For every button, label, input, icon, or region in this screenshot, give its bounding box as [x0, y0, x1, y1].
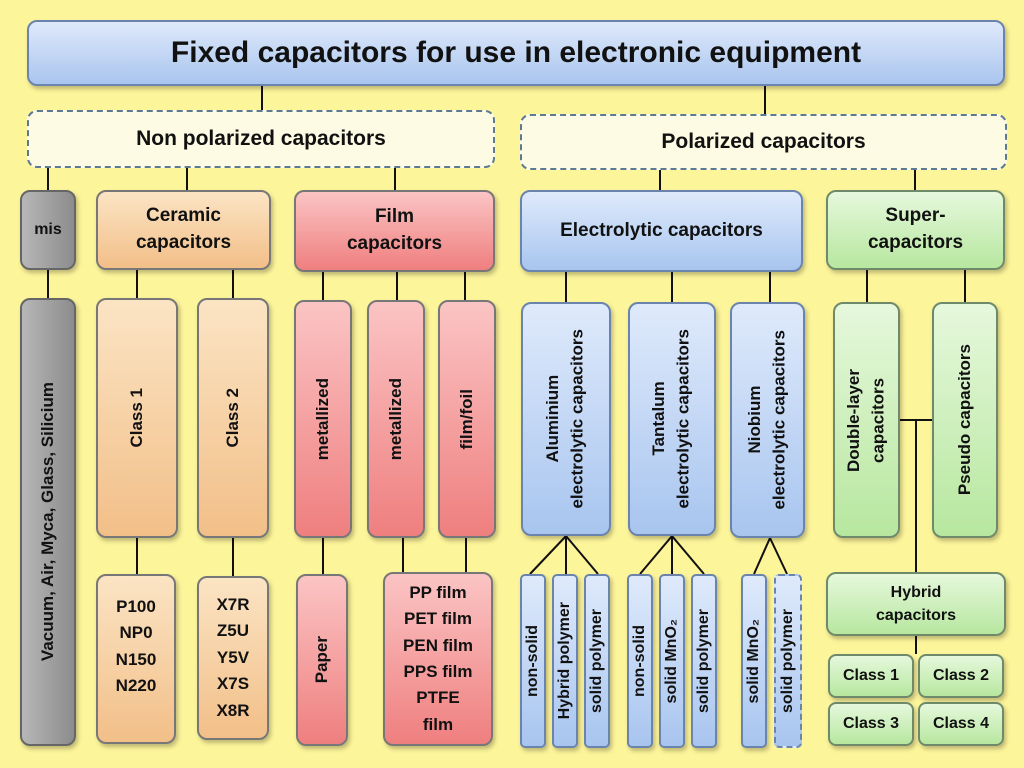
- class2-types-box: X7R Z5U Y5V X7S X8R: [197, 576, 269, 740]
- nb-solid-mno2-box: solid MnO₂: [741, 574, 767, 748]
- double-layer-capacitors-box: Double-layer capacitors: [833, 302, 900, 538]
- hybrid-class1-box: Class 1: [828, 654, 914, 698]
- film-metallized-label-1: metallized: [312, 377, 332, 461]
- ceramic-class2-label: Class 2: [222, 388, 242, 448]
- ceramic-class1-label: Class 1: [126, 388, 146, 448]
- nb-solid-polymer-box: solid polymer: [774, 574, 802, 748]
- aluminium-electrolytic-label: Aluminium electrolytic capacitors: [543, 329, 587, 509]
- aluminium-electrolytic-box: Aluminium electrolytic capacitors: [521, 302, 611, 536]
- ta-nonsolid-box: non-solid: [627, 574, 653, 748]
- ta-solid-polymer-box: solid polymer: [691, 574, 717, 748]
- niobium-electrolytic-label: Niobium electrolytic capacitors: [744, 330, 789, 510]
- misc-materials-box: Vacuum, Air, Myca, Glass, Silicium: [20, 298, 76, 746]
- non-polarized-category: Non polarized capacitors: [27, 110, 495, 168]
- polarized-category: Polarized capacitors: [520, 114, 1007, 170]
- niobium-electrolytic-box: Niobium electrolytic capacitors: [730, 302, 805, 538]
- ta-solid-mno2-box: solid MnO₂: [659, 574, 685, 748]
- film-capacitors-box: Film capacitors: [294, 190, 495, 272]
- nb-solid-mno2-label: solid MnO₂: [745, 618, 763, 704]
- tantalum-electrolytic-label: Tantalum electrolytic capacitors: [649, 329, 693, 509]
- supercapacitors-box: Super- capacitors: [826, 190, 1005, 270]
- al-nonsolid-label: non-solid: [524, 625, 542, 697]
- paper-label: Paper: [311, 636, 331, 684]
- al-solid-polymer-label: solid polymer: [588, 608, 606, 714]
- page-title: Fixed capacitors for use in electronic e…: [27, 20, 1005, 86]
- ta-solid-mno2-label: solid MnO₂: [663, 618, 681, 704]
- pseudo-capacitors-label: Pseudo capacitors: [954, 344, 974, 496]
- double-layer-capacitors-label: Double-layer capacitors: [843, 368, 888, 472]
- film-foil-label: film/foil: [456, 388, 476, 450]
- pseudo-capacitors-box: Pseudo capacitors: [932, 302, 998, 538]
- al-nonsolid-box: non-solid: [520, 574, 546, 748]
- ta-solid-polymer-label: solid polymer: [695, 608, 713, 714]
- film-metallized-label-2: metallized: [385, 377, 405, 461]
- ceramic-class1-box: Class 1: [96, 298, 178, 538]
- ceramic-capacitors-box: Ceramic capacitors: [96, 190, 271, 270]
- electrolytic-capacitors-box: Electrolytic capacitors: [520, 190, 803, 272]
- film-foil-box: film/foil: [438, 300, 496, 538]
- tantalum-electrolytic-box: Tantalum electrolytic capacitors: [628, 302, 716, 536]
- misc-materials-label: Vacuum, Air, Myca, Glass, Silicium: [37, 382, 57, 662]
- mis-box: mis: [20, 190, 76, 270]
- hybrid-class2-box: Class 2: [918, 654, 1004, 698]
- hybrid-capacitors-box: Hybrid capacitors: [826, 572, 1006, 636]
- ta-nonsolid-label: non-solid: [631, 625, 649, 697]
- al-solid-polymer-box: solid polymer: [584, 574, 610, 748]
- film-metallized-box-1: metallized: [294, 300, 352, 538]
- hybrid-class4-box: Class 4: [918, 702, 1004, 746]
- film-types-box: PP film PET film PEN film PPS film PTFE …: [383, 572, 493, 746]
- film-metallized-box-2: metallized: [367, 300, 425, 538]
- paper-box: Paper: [296, 574, 348, 746]
- al-hybrid-polymer-box: Hybrid polymer: [552, 574, 578, 748]
- nb-solid-polymer-label: solid polymer: [779, 608, 797, 714]
- class1-types-box: P100 NP0 N150 N220: [96, 574, 176, 744]
- ceramic-class2-box: Class 2: [197, 298, 269, 538]
- al-hybrid-polymer-label: Hybrid polymer: [556, 602, 574, 720]
- hybrid-class3-box: Class 3: [828, 702, 914, 746]
